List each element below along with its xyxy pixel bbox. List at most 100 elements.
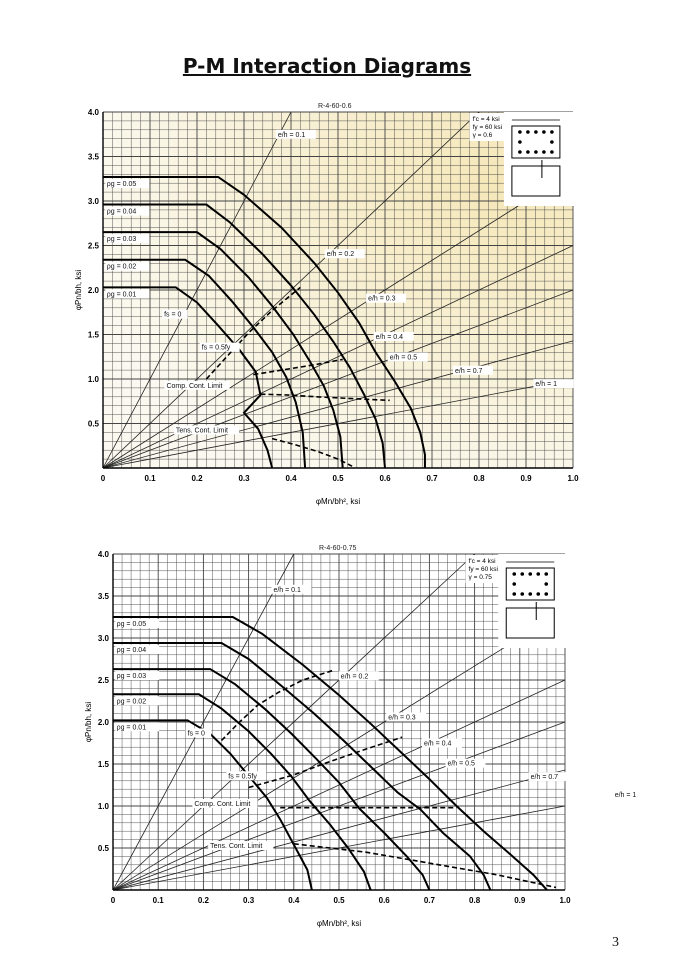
limit-line (248, 736, 403, 789)
annotation-label: Comp. Cont. Limit (194, 801, 250, 808)
rebar-dot (534, 130, 538, 134)
annotation-label: fs = 0 (188, 730, 205, 737)
label-backing (453, 365, 494, 375)
eccentricity-line (102, 289, 574, 469)
series-label: ρg = 0.04 (117, 647, 147, 654)
interaction-curve (113, 616, 548, 891)
label-backing (387, 352, 428, 362)
property-label: fy = 60 ksi (469, 566, 498, 573)
rebar-dot (518, 130, 522, 134)
label-backing (271, 584, 312, 594)
label-backing (115, 671, 160, 681)
series-label: ρg = 0.03 (117, 673, 147, 680)
x-tick-label: 0.4 (285, 474, 297, 483)
chart-title: R-4-60-0.75 (319, 545, 356, 552)
y-tick-label: 1.5 (88, 331, 100, 340)
series-label: ρg = 0.02 (117, 698, 147, 705)
label-backing (115, 645, 160, 655)
label-backing (105, 234, 150, 244)
label-backing (199, 342, 240, 352)
annotation-label: fs = 0.5fy (202, 345, 231, 352)
series-label: ρg = 0.03 (107, 236, 137, 243)
eccentricity-label: e/h = 0.1 (278, 132, 306, 139)
x-tick-label: 0.8 (469, 896, 481, 905)
y-tick-label: 1.5 (98, 760, 110, 769)
label-backing (192, 799, 258, 808)
x-tick-label: 0.4 (288, 896, 300, 905)
eccentricity-line (112, 609, 566, 891)
eccentricity-label: e/h = 0.3 (368, 296, 396, 303)
label-backing (115, 619, 160, 628)
eccentricity-label: e/h = 0.5 (390, 354, 418, 361)
y-tick-label: 3.5 (98, 592, 110, 601)
label-backing (173, 425, 240, 435)
grid (112, 553, 566, 891)
label-backing (105, 289, 150, 299)
interaction-curve (103, 286, 274, 469)
page-number: 3 (612, 935, 619, 950)
interaction-curve (113, 693, 372, 891)
rebar-dot (534, 150, 538, 154)
section-sketch (498, 554, 571, 648)
eccentricity-line (102, 111, 292, 469)
annotation-label: Tens. Cont. Limit (210, 843, 262, 850)
eccentricity-label: e/h = 0.5 (447, 761, 475, 768)
y-tick-label: 3.5 (88, 153, 100, 162)
limit-line (253, 358, 343, 376)
rebar-dot (526, 150, 530, 154)
eccentricity-line (112, 553, 475, 891)
y-tick-label: 3.0 (88, 197, 100, 206)
label-backing (612, 789, 653, 799)
interaction-curve (113, 719, 313, 891)
label-backing (115, 722, 160, 732)
label-backing (164, 380, 230, 390)
rebar-dot (518, 140, 522, 144)
x-tick-label: 0.2 (191, 474, 203, 483)
rebar-dot (512, 572, 517, 576)
x-tick-label: 0.2 (198, 896, 210, 905)
y-tick-label: 2.0 (88, 286, 100, 295)
eccentricity-label: e/h = 1 (615, 792, 637, 799)
eccentricity-line (112, 805, 566, 891)
x-tick-label: 1.0 (567, 474, 579, 483)
rebar-dot (536, 592, 541, 596)
annotation-label: fs = 0.5fy (228, 773, 257, 780)
label-backing (105, 206, 150, 216)
label-backing (208, 841, 274, 850)
rebar-dot (536, 572, 541, 576)
property-label: γ = 0.75 (469, 574, 493, 581)
series-label: ρg = 0.04 (107, 209, 137, 216)
annotation-label: fs = 0 (164, 312, 181, 319)
interaction-curve (103, 258, 307, 469)
y-tick-label: 4.0 (88, 108, 100, 117)
eccentricity-line (112, 553, 295, 891)
eccentricity-label: e/h = 0.1 (273, 587, 301, 594)
y-axis-label: φPn/bh, ksi (84, 702, 93, 743)
interaction-chart-2: R-4-60-0.75 e/h = 0.1 e/h = 0.2 e/h = 0.3 e/… (84, 545, 653, 928)
x-tick-label: 0.6 (379, 474, 391, 483)
property-label: fy = 60 ksi (473, 124, 502, 131)
y-tick-label: 0.5 (98, 844, 110, 853)
x-tick-label: 0.6 (379, 896, 391, 905)
x-tick-label: 1.0 (559, 896, 571, 905)
rebar-dot (550, 150, 554, 154)
rebar-dot (526, 130, 530, 134)
label-backing (338, 671, 379, 681)
x-tick-label: 0 (111, 896, 116, 905)
rebar-dot (544, 592, 549, 596)
label-backing (105, 178, 150, 188)
interaction-curve (103, 175, 426, 468)
x-tick-label: 0.3 (238, 474, 250, 483)
grid (102, 111, 574, 469)
rebar-dot (528, 572, 533, 576)
x-axis-label: φMn/bh², ksi (317, 919, 362, 928)
eccentricity-line (112, 721, 566, 891)
eccentricity-label: e/h = 0.4 (424, 741, 452, 748)
rebar-dot (520, 592, 525, 596)
eccentricity-line (112, 679, 566, 891)
eccentricity-line (112, 769, 566, 891)
label-backing (528, 772, 569, 782)
series-label: ρg = 0.01 (107, 291, 137, 298)
page-title: P-M Interaction Diagrams (182, 54, 472, 78)
eccentricity-label: e/h = 0.4 (376, 334, 404, 341)
